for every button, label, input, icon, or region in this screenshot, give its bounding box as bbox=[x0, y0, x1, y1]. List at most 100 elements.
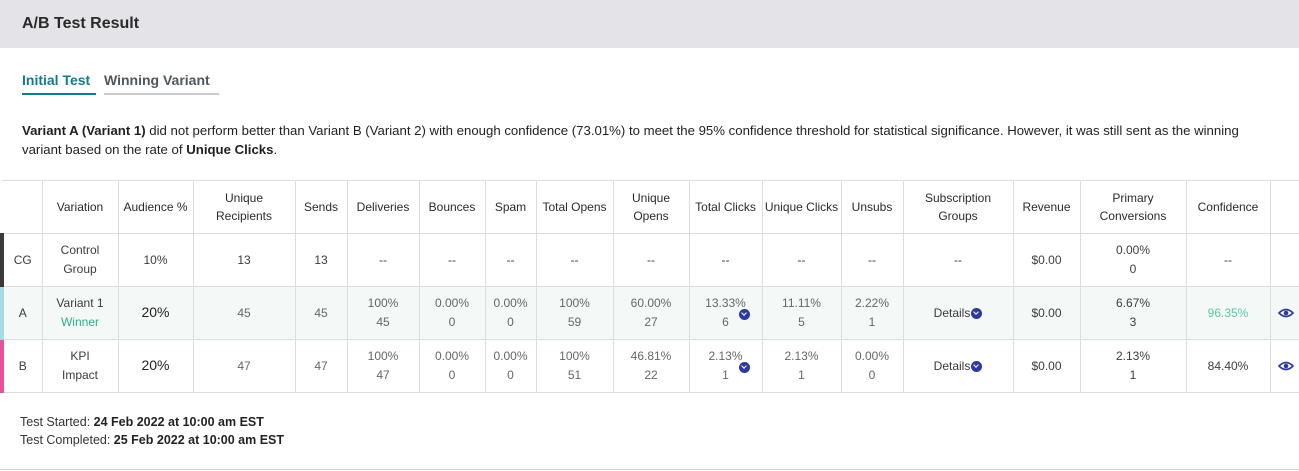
deliveries-cell: 100% 45 bbox=[346, 286, 420, 340]
column-header bbox=[1269, 180, 1299, 234]
total-opens-rate: -- bbox=[570, 252, 579, 267]
row-id-label: CG bbox=[13, 252, 32, 267]
view-action bbox=[1269, 233, 1299, 287]
column-header: Revenue bbox=[1012, 180, 1081, 234]
unique-clicks-count: 1 bbox=[798, 368, 805, 382]
unsubs-rate: 0.00% bbox=[854, 349, 890, 363]
sends-value: 47 bbox=[314, 358, 328, 373]
sends: 45 bbox=[294, 286, 348, 340]
sends: 47 bbox=[294, 339, 348, 393]
row-id: CG bbox=[0, 233, 43, 287]
total-opens-count: 51 bbox=[567, 368, 582, 382]
total-opens-count: 59 bbox=[567, 315, 582, 329]
spam-cell: -- bbox=[484, 233, 537, 287]
unique-recipients: 45 bbox=[192, 286, 296, 340]
variation-sublabel: Winner bbox=[60, 315, 99, 329]
chevron-down-circle-icon[interactable] bbox=[971, 307, 983, 319]
spam-cell: 0.00% 0 bbox=[484, 286, 537, 340]
total-clicks-rate: -- bbox=[721, 252, 730, 267]
subscription-groups[interactable]: Details bbox=[902, 286, 1014, 340]
unique-clicks-rate: -- bbox=[797, 252, 806, 267]
confidence-value: 84.40% bbox=[1207, 358, 1249, 373]
sends-value: 13 bbox=[314, 252, 328, 267]
revenue-value: $0.00 bbox=[1031, 252, 1062, 267]
deliveries-rate: 100% bbox=[367, 296, 399, 310]
bounces-rate: -- bbox=[448, 252, 456, 267]
chevron-down-circle-icon[interactable] bbox=[738, 309, 750, 320]
primary-conversions-count: 3 bbox=[1129, 315, 1137, 329]
row-id-label: B bbox=[18, 358, 27, 373]
spam-rate: -- bbox=[506, 252, 515, 267]
variation-label: Variant 1 bbox=[56, 296, 104, 310]
spam-rate: 0.00% bbox=[493, 296, 528, 310]
subscription-groups: -- bbox=[902, 233, 1014, 287]
total-clicks-cell: 13.33% 6 bbox=[688, 286, 763, 340]
panel-header: A/B Test Result bbox=[0, 0, 1299, 48]
unique-clicks-cell: 11.11% 5 bbox=[761, 286, 842, 340]
total-clicks-rate: 2.13% bbox=[708, 349, 743, 363]
deliveries-cell: -- bbox=[346, 233, 420, 287]
variation-sublabel: Impact bbox=[61, 368, 98, 382]
page-title: A/B Test Result bbox=[22, 15, 140, 32]
summary-end: . bbox=[273, 142, 278, 157]
view-action[interactable] bbox=[1269, 286, 1299, 340]
spam-count: 0 bbox=[507, 368, 514, 382]
chevron-down-circle-icon[interactable] bbox=[971, 360, 983, 372]
tab-winning-variant[interactable]: Winning Variant bbox=[104, 72, 219, 95]
tab-initial-test[interactable]: Initial Test bbox=[22, 72, 96, 95]
audience-value: 20% bbox=[141, 304, 170, 320]
column-header: Audience % bbox=[117, 180, 194, 234]
column-header: Spam bbox=[484, 180, 537, 234]
bounces-cell: 0.00% 0 bbox=[418, 286, 486, 340]
table-row: CG Control Group 10% 13 13 -- -- -- -- -- -- -- -- --… bbox=[0, 233, 1299, 287]
column-header bbox=[2, 180, 43, 234]
results-table: Variation Audience % Unique Recipients Send… bbox=[0, 180, 1299, 393]
test-completed-label: Test Completed: bbox=[20, 433, 114, 447]
total-clicks-rate: 13.33% bbox=[705, 296, 746, 310]
primary-conversions: 6.67% 3 bbox=[1079, 286, 1187, 340]
summary-variant: Variant A (Variant 1) bbox=[22, 123, 146, 138]
confidence-value: -- bbox=[1224, 252, 1232, 267]
primary-conversions: 2.13% 1 bbox=[1079, 339, 1187, 393]
chevron-down-circle-icon[interactable] bbox=[738, 362, 750, 373]
unique-clicks-rate: 11.11% bbox=[782, 296, 821, 310]
bounces-cell: -- bbox=[418, 233, 486, 287]
primary-conversions-rate: 6.67% bbox=[1115, 296, 1151, 310]
deliveries-cell: 100% 47 bbox=[346, 339, 420, 393]
summary-metric: Unique Clicks bbox=[186, 142, 274, 157]
revenue: $0.00 bbox=[1012, 286, 1081, 340]
variation-label: KPI bbox=[70, 349, 90, 363]
column-header: Unique Recipients bbox=[192, 180, 296, 234]
table-row: B KPI Impact 20% 47 47 100% 47 0.00% 0 0.00% 0 100% 5… bbox=[0, 339, 1299, 393]
test-completed: Test Completed: 25 Feb 2022 at 10:00 am … bbox=[20, 431, 284, 449]
audience-percent: 20% bbox=[117, 286, 194, 340]
column-header: Variation bbox=[41, 180, 119, 234]
spam-cell: 0.00% 0 bbox=[484, 339, 537, 393]
subscription-groups-value: Details bbox=[933, 358, 971, 373]
bottom-divider bbox=[0, 469, 1299, 470]
unique-clicks-cell: -- bbox=[761, 233, 842, 287]
total-clicks-count: 6 bbox=[722, 315, 729, 329]
summary-text: did not perform better than Variant B (V… bbox=[22, 123, 1239, 157]
column-header: Confidence bbox=[1185, 180, 1271, 234]
view-action[interactable] bbox=[1269, 339, 1299, 393]
unsubs-rate: -- bbox=[868, 252, 876, 267]
test-timestamps: Test Started: 24 Feb 2022 at 10:00 am ES… bbox=[20, 413, 284, 449]
subscription-groups[interactable]: Details bbox=[902, 339, 1014, 393]
unsubs-count: 1 bbox=[868, 315, 876, 329]
audience-value: 20% bbox=[141, 357, 170, 373]
total-clicks-count: 1 bbox=[722, 368, 729, 382]
column-header: Unique Opens bbox=[612, 180, 690, 234]
revenue-value: $0.00 bbox=[1031, 305, 1062, 320]
eye-icon[interactable] bbox=[1277, 360, 1294, 372]
spam-count: 0 bbox=[507, 315, 514, 329]
unique-opens-cell: -- bbox=[612, 233, 690, 287]
subscription-groups-value: -- bbox=[954, 252, 962, 267]
table-row: A Variant 1 Winner 20% 45 45 100% 45 0.00% 0 0.00%… bbox=[0, 286, 1299, 340]
unique-recipients: 13 bbox=[192, 233, 296, 287]
eye-icon[interactable] bbox=[1277, 307, 1294, 319]
column-header: Unique Clicks bbox=[761, 180, 842, 234]
deliveries-rate: 100% bbox=[367, 349, 399, 363]
total-clicks-cell: -- bbox=[688, 233, 763, 287]
column-header: Total Opens bbox=[535, 180, 614, 234]
